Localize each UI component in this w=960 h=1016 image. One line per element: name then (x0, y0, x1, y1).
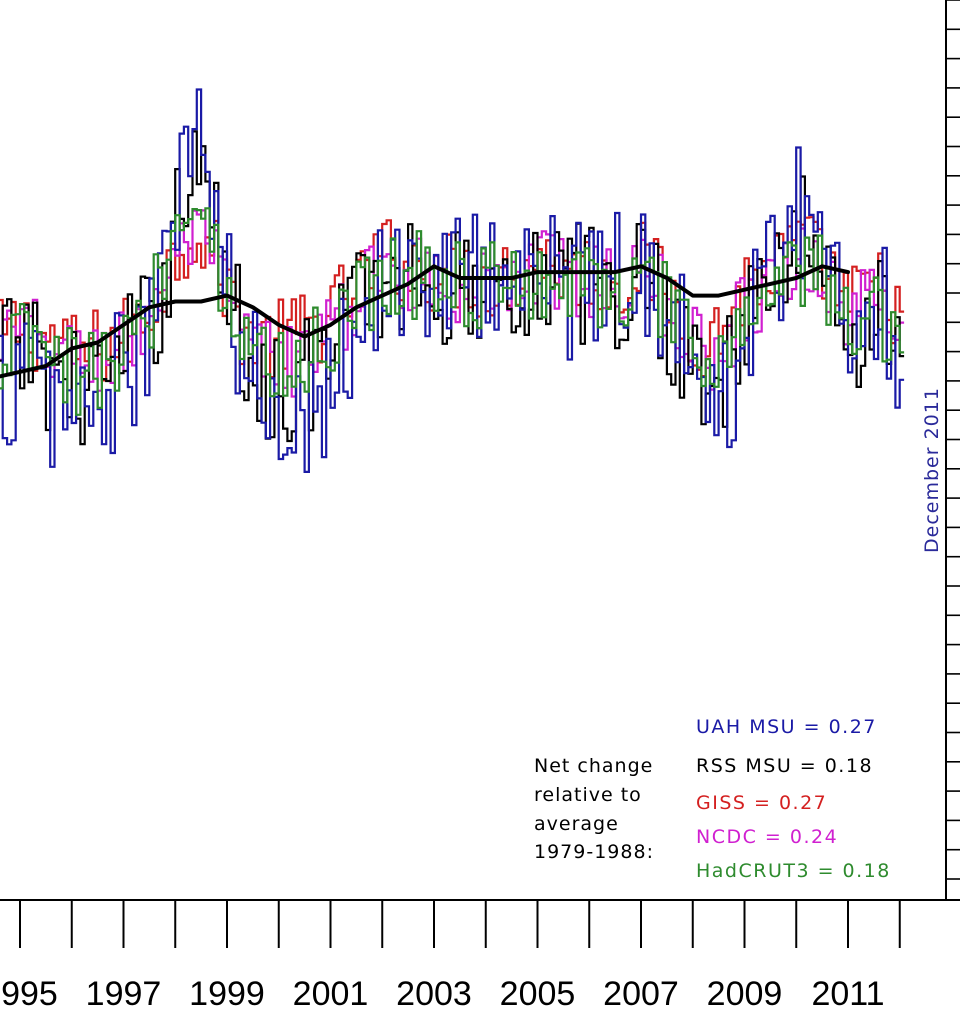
end-date-label: December 2011 (921, 387, 943, 553)
series-hadcrut3 (0, 207, 905, 416)
x-tick-label: 2001 (293, 975, 369, 1013)
series-layer (0, 88, 905, 473)
series-uah-msu (0, 88, 905, 473)
note-line-3: average (534, 813, 619, 835)
note-line-4: 1979-1988: (534, 841, 654, 863)
legend-hadcrut3: HadCRUT3 = 0.18 (696, 860, 891, 882)
x-tick-label: 2005 (500, 975, 576, 1013)
annotation-block: Net change relative to average 1979-1988… (534, 755, 654, 863)
x-tick-label: 2003 (396, 975, 472, 1013)
x-tick-label: 2011 (811, 975, 884, 1013)
x-tick-label: 2007 (603, 975, 679, 1013)
x-tick-label: 2009 (707, 975, 783, 1013)
x-tick-label: 1997 (86, 975, 162, 1013)
average-layer (0, 264, 850, 379)
legend-giss: GISS = 0.27 (696, 792, 827, 814)
legend-ncdc: NCDC = 0.24 (696, 826, 838, 848)
y-ticks (946, 0, 960, 880)
note-line-2: relative to (534, 784, 642, 806)
x-tick-label: 1999 (189, 975, 265, 1013)
smoothed-average-line (0, 264, 850, 379)
legend-uah: UAH MSU = 0.27 (696, 716, 877, 738)
legend: UAH MSU = 0.27 RSS MSU = 0.18 GISS = 0.2… (696, 716, 891, 882)
x-ticks (19, 900, 901, 948)
legend-rss: RSS MSU = 0.18 (696, 755, 873, 777)
x-tick-labels: 1995 1997 1999 2001 2003 2005 2007 2009 2011 (0, 975, 885, 1013)
note-line-1: Net change (534, 755, 653, 777)
x-tick-label: 1995 (0, 975, 58, 1013)
